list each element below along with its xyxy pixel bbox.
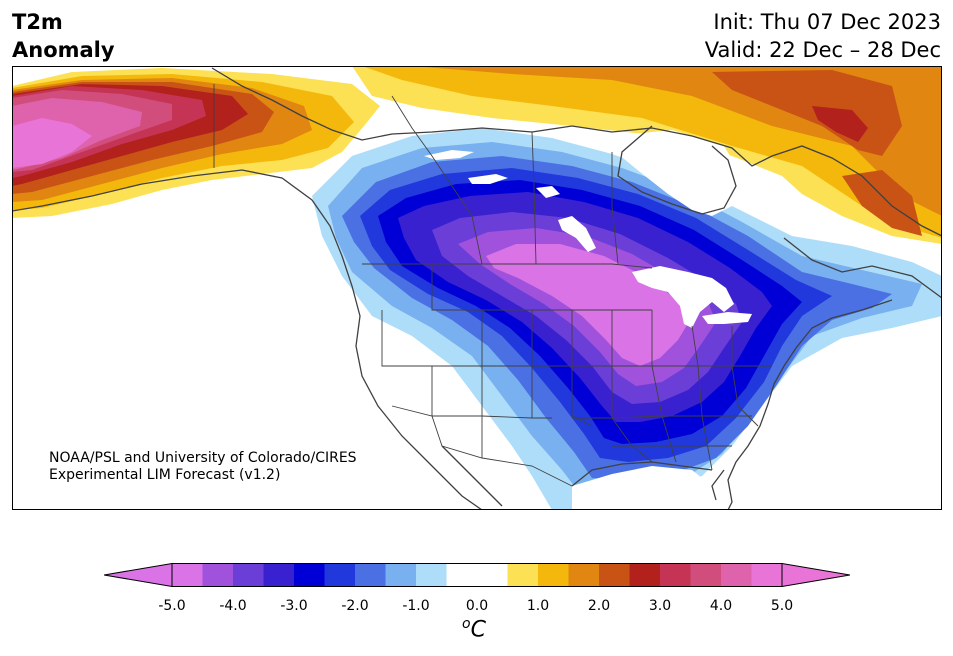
colorbar [104,563,850,587]
anomaly-map [12,66,942,510]
colorbar-segment [385,563,417,587]
warm-anomaly-greenland-south [842,170,922,236]
map-frame [12,66,942,510]
colorbar-segment [294,563,325,587]
forecast-dates: Init: Thu 07 Dec 2023 Valid: 22 Dec – 28… [705,8,941,64]
colorbar-tick-label: 4.0 [709,598,733,614]
colorbar-segment [538,563,569,587]
colorbar-segment [172,563,203,587]
colorbar-tick-label: -4.0 [219,598,247,614]
political-borders [213,84,772,487]
anomaly-label: Anomaly [12,38,115,62]
colorbar-segment [599,563,630,587]
colorbar-tick-label: 0.0 [465,598,489,614]
colorbar-segments [172,563,783,587]
colorbar-extend-low [104,563,173,587]
great-lakes [632,266,752,328]
colorbar-segment [355,563,386,587]
credit-line-1: NOAA/PSL and University of Colorado/CIRE… [49,450,357,466]
colorbar-segment [751,563,783,587]
lake-winnipeg [558,216,596,252]
init-date: Init: Thu 07 Dec 2023 [713,10,941,34]
map-title: T2m Anomaly [12,8,115,64]
gulf-region [572,466,728,510]
colorbar-segment [202,563,234,587]
warm-anomaly-greenland-core [812,106,868,142]
colorbar-frame [171,563,783,587]
colorbar-unit: oC [462,616,486,642]
colorbar-segment [721,563,752,587]
colorbar-segment [477,563,508,587]
colorbar-segment [629,563,661,587]
colorbar-tick-label: 1.0 [526,598,550,614]
colorbar-extend-high [781,563,850,587]
colorbar-tick-label: -5.0 [158,598,186,614]
colorbar-ticks: -5.0 -4.0 -3.0 -2.0 -1.0 0.0 1.0 2.0 3.0 4.0 5.0 [0,598,953,618]
great-slave-lake [424,150,474,160]
credit-text: NOAA/PSL and University of Colorado/CIRE… [49,450,357,484]
variable-label: T2m [12,10,63,34]
colorbar-segment [568,563,600,587]
credit-line-2: Experimental LIM Forecast (v1.2) [49,467,281,483]
colorbar-tick-label: -3.0 [280,598,308,614]
hudson-bay [612,130,742,216]
lake-athabasca [536,186,560,198]
colorbar-segment [690,563,722,587]
unit-celsius: C [470,617,486,643]
colorbar-segment [263,563,295,587]
colorbar-segment [660,563,691,587]
colorbar-tick-label: 3.0 [648,598,672,614]
valid-range: Valid: 22 Dec – 28 Dec [704,38,941,62]
colorbar-segment [324,563,356,587]
great-bear-lake [468,174,508,184]
colorbar-tick-label: -2.0 [341,598,369,614]
warm-anomaly-alaska-core [12,118,92,168]
colorbar-segment [446,563,478,587]
colorbar-segment [416,563,447,587]
colorbar-segment [507,563,539,587]
colorbar-tick-label: -1.0 [402,598,430,614]
colorbar-segment [233,563,264,587]
colorbar-tick-label: 5.0 [770,598,794,614]
coastlines [12,67,942,510]
colorbar-tick-label: 2.0 [587,598,611,614]
unit-degree: o [462,616,471,632]
